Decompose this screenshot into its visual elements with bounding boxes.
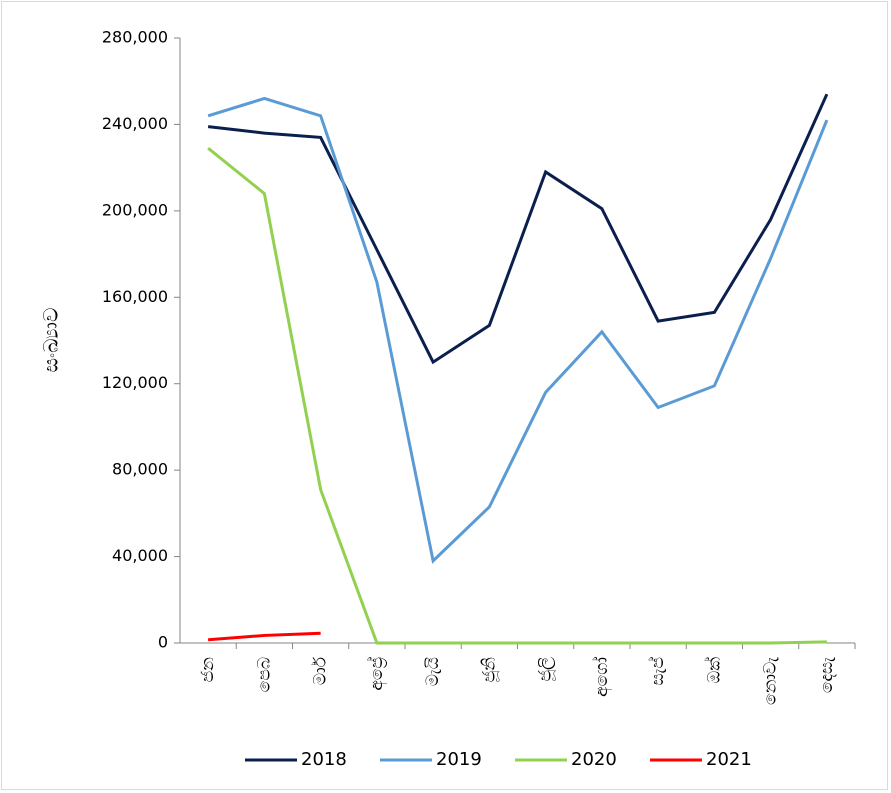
y-tick-label: 0 (158, 633, 168, 652)
x-tick-label: පෙබ (254, 657, 274, 692)
y-tick-label: 160,000 (102, 287, 168, 306)
legend-label: 2020 (571, 749, 617, 770)
y-tick-label: 120,000 (102, 373, 168, 392)
x-tick-label: අගෝ (592, 657, 613, 697)
x-tick-label: දෙසැ (817, 657, 837, 693)
x-tick-label: අප්‍රේ (367, 657, 388, 691)
y-tick-label: 280,000 (102, 28, 168, 47)
legend-label: 2019 (436, 749, 482, 770)
series-line (207, 147, 827, 645)
x-tick-label: සැප් (648, 657, 668, 685)
series-line (207, 93, 829, 365)
x-tick-label: ජූනි (479, 657, 499, 683)
y-tick-label: 40,000 (112, 546, 168, 565)
legend-label: 2021 (706, 749, 752, 770)
x-tick-label: මාර් (311, 656, 331, 685)
y-axis-label: සංඛ්‍යාව (39, 308, 63, 373)
y-tick-label: 80,000 (112, 460, 168, 479)
y-tick-label: 240,000 (102, 114, 168, 133)
x-tick-label: මැයි (423, 657, 443, 686)
legend-label: 2018 (301, 749, 347, 770)
x-tick-label: ඔක් (704, 657, 724, 684)
x-tick-label: ජන (198, 657, 218, 683)
y-tick-label: 200,000 (102, 200, 168, 219)
series-line (207, 96, 829, 564)
x-tick-label: ජූලි (536, 657, 556, 682)
series-line (208, 631, 321, 642)
x-tick-label: නොවැ (761, 657, 781, 705)
